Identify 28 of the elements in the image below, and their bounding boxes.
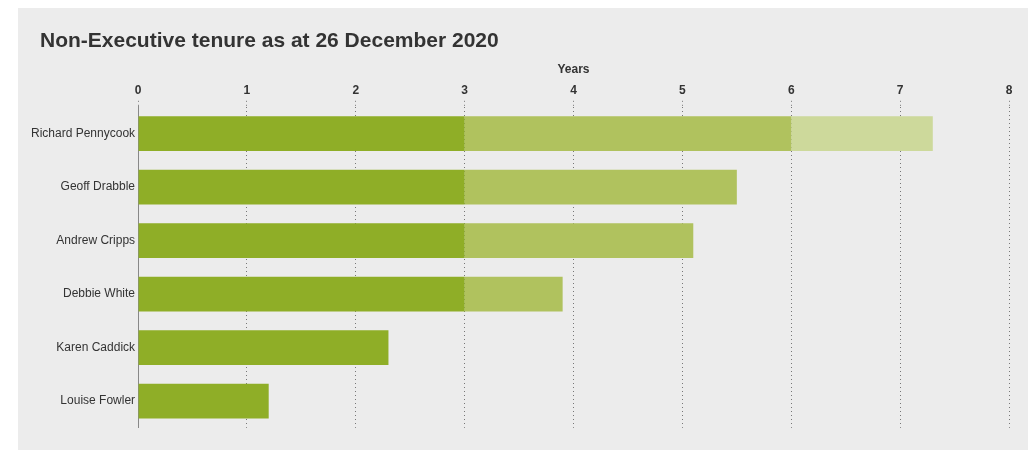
chart-title: Non-Executive tenure as at 26 December 2020 (39, 27, 500, 53)
bar (791, 116, 933, 151)
bar (138, 169, 465, 205)
x-axis-title: Years (557, 61, 590, 76)
y-tick-label: Debbie White (63, 286, 136, 301)
x-tick-label: 6 (787, 82, 795, 97)
x-tick-label: 0 (134, 82, 142, 97)
y-tick-label: Geoff Drabble (60, 179, 136, 194)
y-tick-label: Andrew Cripps (56, 232, 136, 247)
bar (464, 116, 792, 151)
x-tick-label: 2 (352, 82, 360, 97)
x-tick-label: 4 (570, 82, 578, 97)
bar (464, 276, 563, 312)
x-tick-label: 1 (243, 82, 251, 97)
bar (138, 330, 389, 365)
bar (138, 383, 269, 419)
y-tick-label: Louise Fowler (60, 393, 136, 408)
x-tick-label: 3 (461, 82, 469, 97)
bar (138, 276, 465, 312)
x-tick-label: 5 (679, 82, 687, 97)
bar (138, 223, 465, 258)
x-tick-label: 8 (1005, 82, 1013, 97)
bar (138, 116, 465, 151)
y-tick-label: Richard Pennycook (30, 125, 137, 140)
bar (464, 169, 737, 205)
x-tick-label: 7 (896, 82, 904, 97)
bar (464, 223, 694, 258)
y-tick-label: Karen Caddick (56, 339, 137, 354)
